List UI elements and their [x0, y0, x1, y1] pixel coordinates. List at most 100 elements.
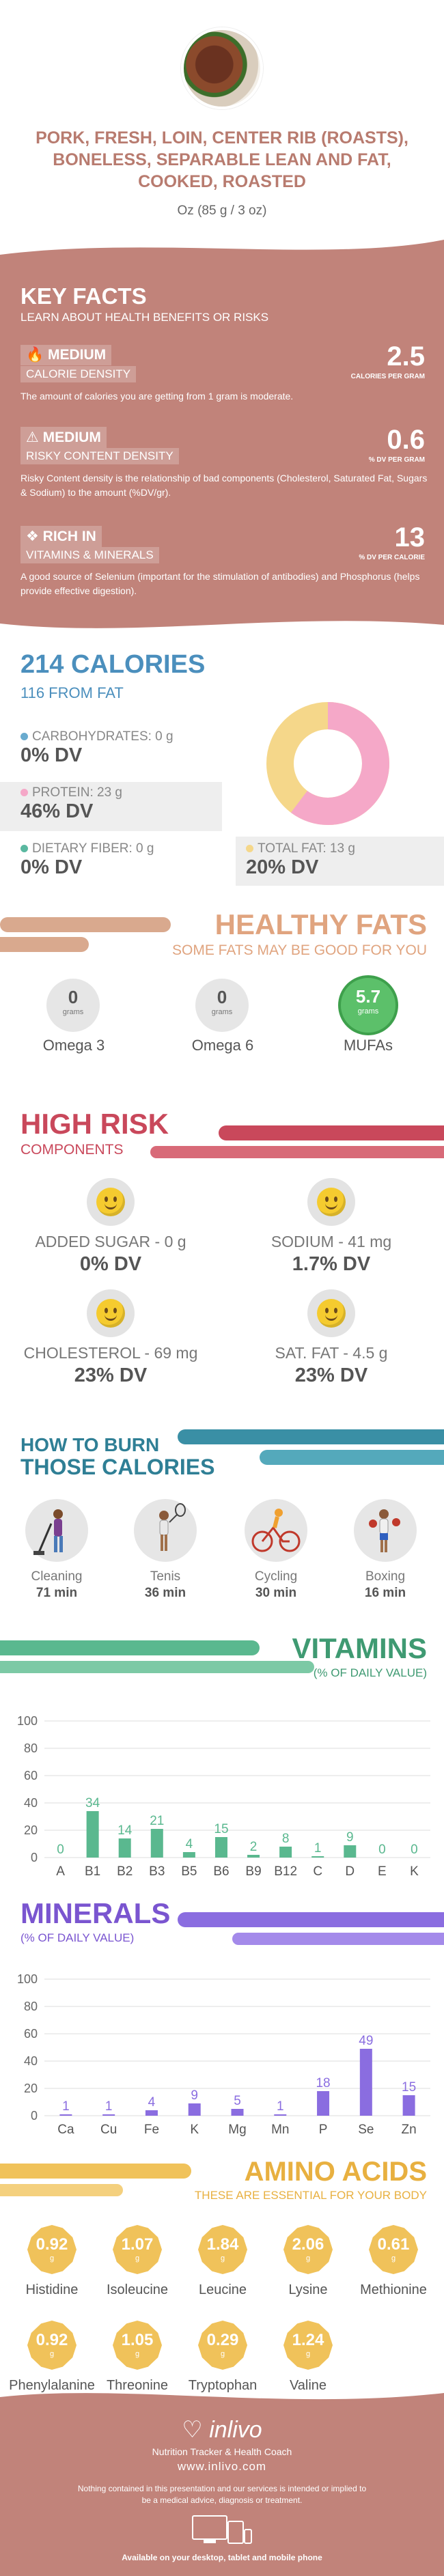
amino-value: 1.84 — [206, 2235, 239, 2254]
amino-unit: g — [305, 2350, 311, 2358]
minerals-ytick-label: 60 — [24, 2027, 38, 2041]
minerals-category-label: Fe — [144, 2123, 159, 2137]
vitamins-category-label: K — [410, 1864, 419, 1879]
healthy-fats-stripe-1 — [0, 917, 171, 932]
minerals-category-label: Zn — [402, 2123, 417, 2137]
amino-name-phenylalanine: Phenylalanine — [9, 2378, 95, 2393]
minerals-bar-fe — [145, 2110, 158, 2116]
burn-stripe-2 — [260, 1450, 444, 1465]
macro-fiber: DIETARY FIBER: 0 g 0% DV — [20, 841, 225, 879]
minerals-value-label: 5 — [234, 2094, 241, 2108]
amino-hex-lysine: 2.06 g — [283, 2225, 333, 2274]
minerals-value-label: 15 — [402, 2080, 416, 2095]
protein-dv: 46% DV — [20, 800, 94, 822]
flame-icon: 🔥 — [26, 347, 44, 363]
key-facts-wave-bottom — [0, 621, 444, 639]
vitamins-bar-b6 — [214, 1837, 227, 1858]
amino-hex-methionine: 0.61 g — [369, 2225, 418, 2274]
amino-value: 0.29 — [206, 2331, 239, 2349]
healthy-fats-subtitle: SOME FATS MAY BE GOOD FOR YOU — [171, 942, 427, 958]
amino-unit: g — [135, 2254, 140, 2263]
vitamins-value-label: 0 — [378, 1843, 386, 1857]
boxing-minutes: 16 min — [364, 1586, 406, 1600]
boxing-icon — [354, 1499, 417, 1562]
amino-unit: g — [49, 2350, 55, 2358]
amino-name-valine: Valine — [289, 2378, 327, 2393]
risky-content-unit: % DV PER GRAM — [368, 456, 425, 464]
rich-in-unit: % DV PER CALORIE — [359, 554, 425, 561]
sodium-label: SODIUM - 41 mg — [270, 1233, 392, 1250]
minerals-bar-se — [359, 2049, 372, 2116]
amino-name-histidine: Histidine — [25, 2282, 79, 2297]
sodium-dv: 1.7% DV — [292, 1253, 371, 1275]
amino-name-isoleucine: Isoleucine — [106, 2282, 169, 2297]
calorie-density-level: 🔥 MEDIUM — [20, 345, 112, 365]
vitamins-bar-b3 — [150, 1829, 163, 1858]
macro-fat: TOTAL FAT: 13 g 20% DV — [246, 841, 437, 879]
vitamins-value-label: 1 — [314, 1841, 322, 1856]
footer-url[interactable]: www.inlivo.com — [177, 2460, 267, 2473]
vitamins-bar-chart: 0204060801000A34B114B221B34B515B62B98B12… — [17, 1714, 430, 1879]
minerals-subtitle: (% OF DAILY VALUE) — [20, 1931, 135, 1944]
fiber-dv: 0% DV — [20, 856, 83, 878]
minerals-bar-chart: 0 20 40 60 80 100 1 Ca 1 Cu 4 Fe 9 K 5 Mg 1 Mn 18 P 49 Se 15 Zn — [17, 1972, 430, 2137]
vitamins-value-label: 8 — [282, 1832, 290, 1846]
vitamins-bar-b2 — [118, 1838, 131, 1858]
vitamins-ytick-label: 100 — [17, 1714, 38, 1728]
vitamins-bar-b1 — [86, 1811, 99, 1858]
devices-icon — [192, 2515, 252, 2544]
footer-brand: ♡ inlivo — [182, 2417, 262, 2443]
protein-band — [0, 782, 222, 831]
tennis-name: Tenis — [150, 1569, 181, 1584]
risky-content-value: 0.6 — [387, 425, 425, 455]
omega3-name: Omega 3 — [42, 1037, 105, 1054]
vitamins-value-label: 4 — [186, 1837, 193, 1851]
amino-value: 1.07 — [121, 2235, 154, 2254]
tennis-minutes: 36 min — [144, 1586, 186, 1600]
minerals-category-label: Ca — [57, 2123, 74, 2137]
key-facts-panel — [0, 236, 444, 635]
burn-stripe-1 — [178, 1429, 444, 1444]
vitamins-value-label: 15 — [214, 1822, 228, 1836]
added-sugar-label: ADDED SUGAR - 0 g — [35, 1233, 186, 1250]
cleaning-minutes: 71 min — [36, 1586, 78, 1600]
minerals-bar-p — [317, 2091, 330, 2116]
omega6-name: Omega 6 — [191, 1037, 254, 1054]
minerals-ytick-label: 20 — [24, 2082, 38, 2095]
vitamins-value-label: 14 — [117, 1823, 133, 1838]
amino-title: AMINO ACIDS — [244, 2157, 427, 2187]
key-facts-title: KEY FACTS — [20, 283, 147, 309]
leaf-icon: ❖ — [26, 529, 39, 544]
minerals-value-label: 1 — [105, 2099, 113, 2114]
heart-logo-icon: ♡ — [182, 2417, 203, 2443]
footer-panel — [0, 2407, 444, 2576]
omega3-circle: 0 grams — [46, 979, 100, 1032]
amino-stripe-1 — [0, 2164, 191, 2179]
minerals-value-label: 9 — [191, 2088, 198, 2103]
amino-hex-tryptophan: 0.29 g — [198, 2321, 247, 2370]
footer-devices: Available on your desktop, tablet and mo… — [122, 2553, 322, 2562]
amino-value: 0.92 — [36, 2331, 68, 2349]
amino-value: 0.61 — [377, 2235, 410, 2254]
added-sugar-smiley-icon — [87, 1178, 135, 1226]
amino-hex-threonine: 1.05 g — [113, 2321, 162, 2370]
macro-protein: PROTEIN: 23 g 46% DV — [20, 785, 225, 823]
serving-size: Oz (85 g / 3 oz) — [177, 204, 267, 218]
rich-in-label: VITAMINS & MINERALS — [20, 547, 159, 563]
donut-protein-slice — [266, 702, 389, 825]
omega6-circle: 0 grams — [195, 979, 249, 1032]
amino-hex-valine: 1.24 g — [283, 2321, 333, 2370]
calories-from-fat: 116 FROM FAT — [20, 684, 124, 701]
minerals-stripe-2 — [232, 1933, 444, 1945]
amino-name-threonine: Threonine — [106, 2378, 169, 2393]
amino-name-leucine: Leucine — [198, 2282, 247, 2297]
vitamins-title: VITAMINS — [292, 1632, 427, 1664]
sat-fat-label: SAT. FAT - 4.5 g — [275, 1344, 388, 1362]
amino-name-tryptophan: Tryptophan — [188, 2378, 258, 2393]
rich-in-desc: A good source of Selenium (important for… — [20, 571, 420, 596]
fat-dv: 20% DV — [246, 856, 319, 878]
amino-hex-phenylalanine: 0.92 g — [27, 2321, 77, 2370]
cycling-icon — [245, 1499, 307, 1562]
vitamins-value-label: 0 — [57, 1843, 64, 1857]
minerals-stripe-1 — [178, 1912, 444, 1927]
